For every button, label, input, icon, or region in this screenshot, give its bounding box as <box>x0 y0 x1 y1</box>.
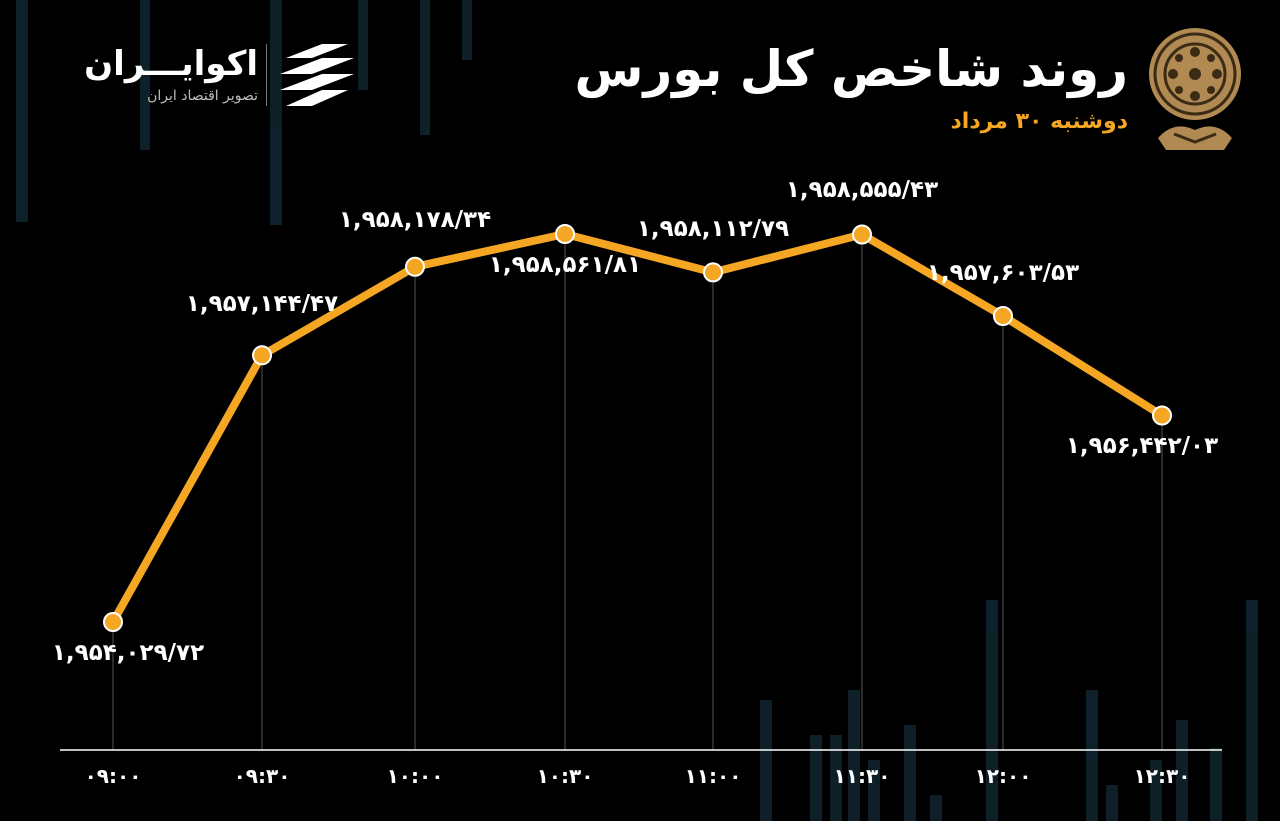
brand-logo: اکوایـــران تصویر اقتصاد ایران <box>48 38 354 118</box>
data-value-label: ۱,۹۵۸,۱۷۸/۳۴ <box>338 206 492 233</box>
logo-divider <box>266 44 267 106</box>
data-value-label: ۱,۹۵۶,۴۴۲/۰۳ <box>1065 433 1219 460</box>
x-tick-label: ۱۰:۳۰ <box>536 764 594 788</box>
data-point-marker <box>252 345 272 366</box>
brand-name: اکوایـــران <box>84 44 258 84</box>
data-point-marker <box>703 262 723 283</box>
data-point-marker <box>1152 405 1172 426</box>
chart-date-subtitle: دوشنبه ۳۰ مرداد <box>950 109 1128 134</box>
x-tick-label: ۰۹:۳۰ <box>233 764 291 788</box>
data-value-label: ۱,۹۵۷,۱۴۴/۴۷ <box>185 291 339 318</box>
x-tick-label: ۱۱:۰۰ <box>684 764 742 788</box>
data-point-marker <box>852 224 872 245</box>
data-point-marker <box>405 256 425 277</box>
data-point-marker <box>555 224 575 244</box>
x-tick-label: ۰۹:۰۰ <box>84 764 142 788</box>
x-tick-label: ۱۲:۳۰ <box>1133 764 1191 788</box>
data-value-label: ۱,۹۵۸,۵۵۵/۴۳ <box>785 176 939 203</box>
title-block: روند شاخص کل بورس دوشنبه ۳۰ مرداد <box>568 34 1128 144</box>
brand-tagline: تصویر اقتصاد ایران <box>147 88 258 104</box>
data-value-label: ۱,۹۵۷,۶۰۳/۵۳ <box>926 260 1080 287</box>
data-point-marker <box>103 612 123 632</box>
brand-mark-icon <box>280 44 354 106</box>
chart-title: روند شاخص کل بورس <box>574 40 1128 98</box>
stock-exchange-emblem-icon <box>1149 28 1241 150</box>
x-tick-label: ۱۱:۳۰ <box>833 764 891 788</box>
x-tick-label: ۱۰:۰۰ <box>386 764 444 788</box>
data-point-marker <box>993 306 1013 326</box>
x-tick-label: ۱۲:۰۰ <box>974 764 1032 788</box>
series-line <box>109 230 1166 626</box>
data-value-label: ۱,۹۵۸,۵۶۱/۸۱ <box>488 252 642 278</box>
data-value-label: ۱,۹۵۸,۱۱۲/۷۹ <box>636 216 790 243</box>
data-value-label: ۱,۹۵۴,۰۲۹/۷۲ <box>51 640 205 666</box>
